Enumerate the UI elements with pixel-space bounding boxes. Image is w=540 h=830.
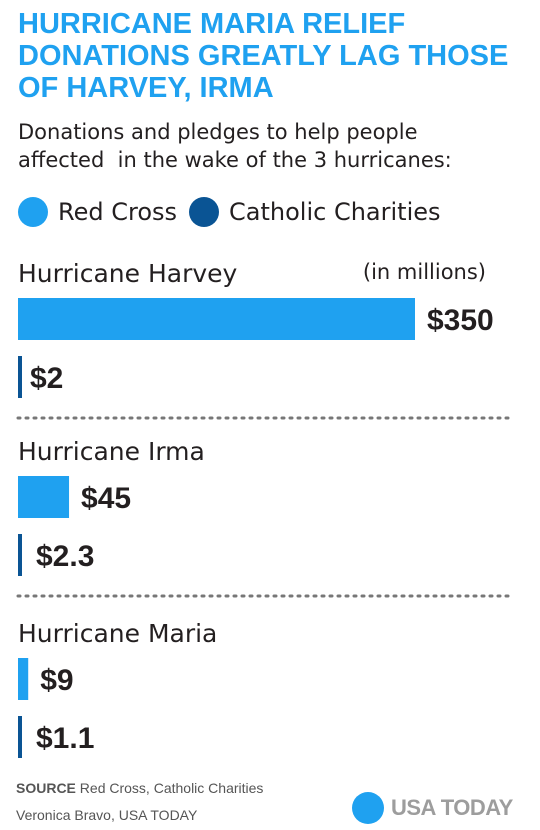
bar-catholic-charities-hurricane-irma bbox=[18, 534, 22, 576]
source-label: SOURCE bbox=[16, 780, 76, 796]
category-label-hurricane-maria: Hurricane Maria bbox=[18, 619, 217, 648]
legend-swatch-catholic-charities bbox=[189, 197, 220, 227]
value-label-catholic-charities-hurricane-maria: $1.1 bbox=[36, 722, 94, 755]
bar-catholic-charities-hurricane-maria bbox=[18, 716, 22, 758]
legend-item-catholic-charities: Catholic Charities bbox=[189, 197, 441, 227]
chart-title: HURRICANE MARIA RELIEF DONATIONS GREATLY… bbox=[18, 8, 523, 104]
credit-line: Veronica Bravo, USA TODAY bbox=[16, 807, 198, 823]
bar-red-cross-hurricane-maria bbox=[18, 658, 29, 700]
brand-name: USA TODAY bbox=[391, 795, 513, 820]
value-label-red-cross-hurricane-maria: $9 bbox=[40, 664, 73, 697]
legend-label: Red Cross bbox=[58, 198, 178, 226]
value-label-red-cross-hurricane-harvey: $350 bbox=[427, 304, 494, 337]
title-line: DONATIONS GREATLY LAG THOSE bbox=[18, 40, 509, 72]
source-line: SOURCE Red Cross, Catholic Charities bbox=[16, 779, 263, 797]
title-line: HURRICANE MARIA RELIEF bbox=[18, 8, 406, 40]
bar-catholic-charities-hurricane-harvey bbox=[18, 356, 22, 398]
chart-subtitle: Donations and pledges to help people aff… bbox=[18, 118, 523, 174]
value-label-catholic-charities-hurricane-harvey: $2 bbox=[30, 362, 63, 395]
source-text: Red Cross, Catholic Charities bbox=[79, 780, 264, 796]
legend-item-red-cross: Red Cross bbox=[18, 197, 177, 227]
brand-dot-icon bbox=[352, 792, 384, 824]
bar-red-cross-hurricane-irma bbox=[18, 476, 70, 518]
category-label-hurricane-irma: Hurricane Irma bbox=[18, 437, 205, 466]
legend-label: Catholic Charities bbox=[229, 198, 441, 226]
title-line: OF HARVEY, IRMA bbox=[18, 72, 274, 104]
value-label-red-cross-hurricane-irma: $45 bbox=[81, 482, 131, 515]
category-label-hurricane-harvey: Hurricane Harvey bbox=[18, 259, 238, 288]
subtitle-line: Donations and pledges to help people bbox=[18, 120, 418, 144]
legend: Red Cross Catholic Charities bbox=[18, 194, 453, 230]
legend-swatch-red-cross bbox=[18, 197, 48, 227]
units-label: (in millions) bbox=[362, 260, 486, 284]
brand-logo: USA TODAY bbox=[352, 792, 513, 824]
subtitle-line: affected in the wake of the 3 hurricanes… bbox=[18, 148, 452, 172]
value-label-catholic-charities-hurricane-irma: $2.3 bbox=[36, 540, 94, 573]
bar-chart: Hurricane Harvey $350 $2 Hurricane Irma $45 $… bbox=[16, 259, 512, 758]
bar-red-cross-hurricane-harvey bbox=[18, 298, 415, 340]
